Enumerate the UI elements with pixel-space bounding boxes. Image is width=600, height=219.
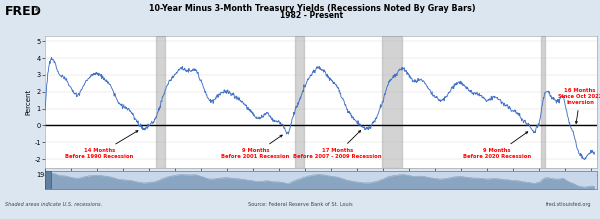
Text: FRED: FRED (5, 5, 41, 18)
Text: 9 Months
Before 2001 Recession: 9 Months Before 2001 Recession (221, 135, 290, 159)
Bar (157, 36, 165, 168)
Bar (382, 36, 402, 168)
Text: 14 Months
Before 1990 Recession: 14 Months Before 1990 Recession (65, 131, 138, 159)
Text: fred.stlouisfed.org: fred.stlouisfed.org (545, 202, 591, 207)
Text: 1982 - Present: 1982 - Present (280, 11, 344, 20)
Text: ▲: ▲ (35, 7, 39, 12)
Bar (295, 36, 304, 168)
Text: 10-Year Minus 3-Month Treasury Yields (Recessions Noted By Gray Bars): 10-Year Minus 3-Month Treasury Yields (R… (149, 4, 475, 13)
Text: Shaded areas indicate U.S. recessions.: Shaded areas indicate U.S. recessions. (5, 202, 102, 207)
FancyBboxPatch shape (45, 171, 52, 189)
Y-axis label: Percent: Percent (25, 89, 31, 115)
Text: Source: Federal Reserve Bank of St. Louis: Source: Federal Reserve Bank of St. Loui… (248, 202, 352, 207)
Text: 17 Months
Before 2007 - 2009 Recession: 17 Months Before 2007 - 2009 Recession (293, 131, 382, 159)
Text: 16 Months
Since Oct 2022
Inversion: 16 Months Since Oct 2022 Inversion (558, 88, 600, 124)
Text: 9 Months
Before 2020 Recession: 9 Months Before 2020 Recession (463, 132, 531, 159)
Bar (541, 36, 545, 168)
